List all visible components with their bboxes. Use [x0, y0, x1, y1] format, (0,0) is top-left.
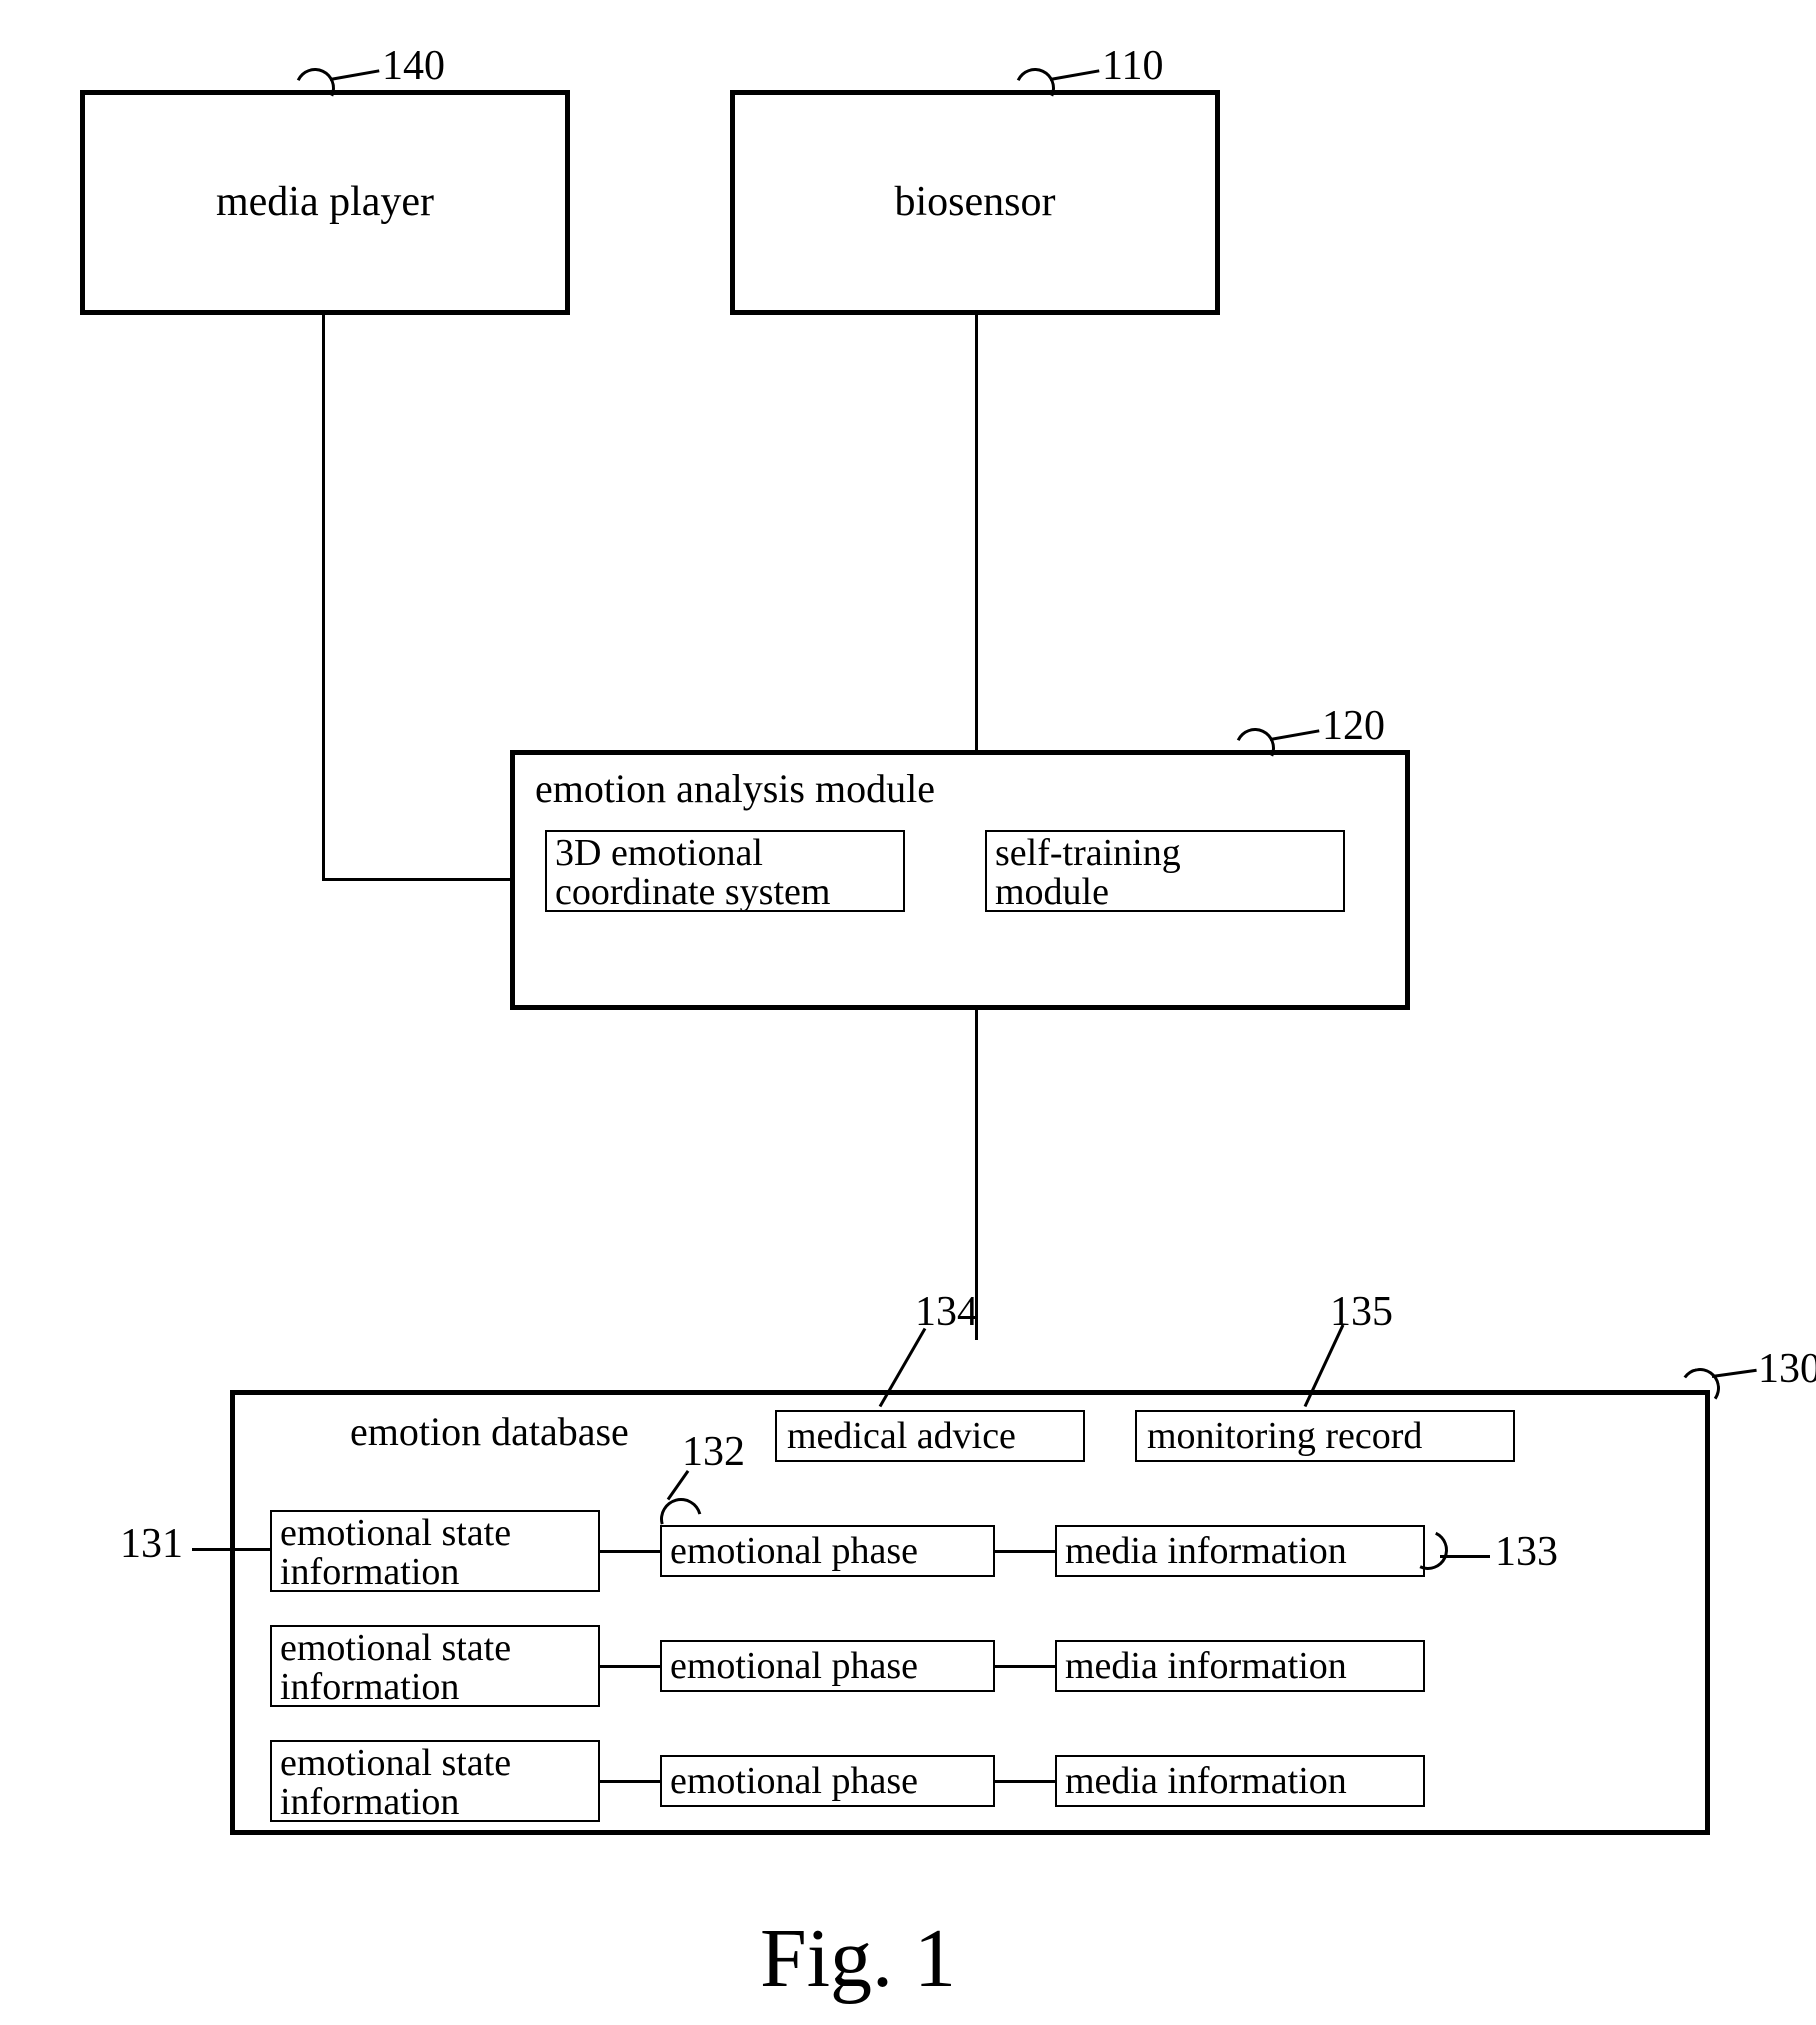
sub-selftrain-box: self-training module	[985, 830, 1345, 912]
ref-140: 140	[382, 42, 445, 90]
sub-3d-coord-label: 3D emotional coordinate system	[555, 832, 830, 913]
ref-leader-140	[330, 69, 380, 81]
media-label-3: media information	[1065, 1762, 1347, 1801]
phase-box-1: emotional phase	[660, 1525, 995, 1577]
ref-134: 134	[915, 1288, 978, 1336]
ref-leader-130	[1712, 1369, 1757, 1378]
ref-leader-110	[1050, 69, 1100, 81]
phase-label-1: emotional phase	[670, 1532, 918, 1571]
phase-label-3: emotional phase	[670, 1762, 918, 1801]
row3-l1	[600, 1780, 660, 1783]
line-biosensor-to-analysis	[975, 315, 978, 750]
emotion-database-title: emotion database	[350, 1408, 629, 1455]
biosensor-box: biosensor	[730, 90, 1220, 315]
sub-selftrain-label: self-training module	[995, 832, 1181, 913]
esi-label-3: emotional state information	[280, 1742, 511, 1823]
row2-l2	[995, 1665, 1055, 1668]
phase-box-2: emotional phase	[660, 1640, 995, 1692]
row1-l1	[600, 1550, 660, 1553]
phase-box-3: emotional phase	[660, 1755, 995, 1807]
ref-120: 120	[1322, 702, 1385, 750]
ref-leader-131	[192, 1548, 270, 1551]
media-label-1: media information	[1065, 1532, 1347, 1571]
row2-l1	[600, 1665, 660, 1668]
monitoring-record-label: monitoring record	[1147, 1417, 1422, 1455]
ref-130: 130	[1758, 1345, 1816, 1393]
row3-l2	[995, 1780, 1055, 1783]
esi-label-1: emotional state information	[280, 1512, 511, 1593]
row1-l2	[995, 1550, 1055, 1553]
line-mediaplayer-to-analysis-h	[322, 878, 512, 881]
esi-box-2: emotional state information	[270, 1625, 600, 1707]
sub-3d-coord-box: 3D emotional coordinate system	[545, 830, 905, 912]
ref-135: 135	[1330, 1288, 1393, 1336]
ref-110: 110	[1102, 42, 1163, 90]
phase-label-2: emotional phase	[670, 1647, 918, 1686]
ref-131: 131	[120, 1520, 183, 1568]
line-mediaplayer-to-analysis-v	[322, 315, 325, 878]
media-label-2: media information	[1065, 1647, 1347, 1686]
medical-advice-label: medical advice	[787, 1417, 1016, 1455]
esi-box-3: emotional state information	[270, 1740, 600, 1822]
esi-label-2: emotional state information	[280, 1627, 511, 1708]
media-box-3: media information	[1055, 1755, 1425, 1807]
ref-leader-133	[1440, 1555, 1490, 1558]
media-box-2: media information	[1055, 1640, 1425, 1692]
esi-box-1: emotional state information	[270, 1510, 600, 1592]
biosensor-label: biosensor	[895, 180, 1056, 224]
ref-133: 133	[1495, 1528, 1558, 1576]
media-player-label: media player	[216, 180, 434, 224]
emotion-analysis-title: emotion analysis module	[535, 765, 935, 812]
medical-advice-box: medical advice	[775, 1410, 1085, 1462]
figure-caption: Fig. 1	[760, 1910, 956, 2007]
ref-leader-120	[1270, 729, 1320, 741]
media-player-box: media player	[80, 90, 570, 315]
monitoring-record-box: monitoring record	[1135, 1410, 1515, 1462]
ref-132: 132	[682, 1428, 745, 1476]
media-box-1: media information	[1055, 1525, 1425, 1577]
